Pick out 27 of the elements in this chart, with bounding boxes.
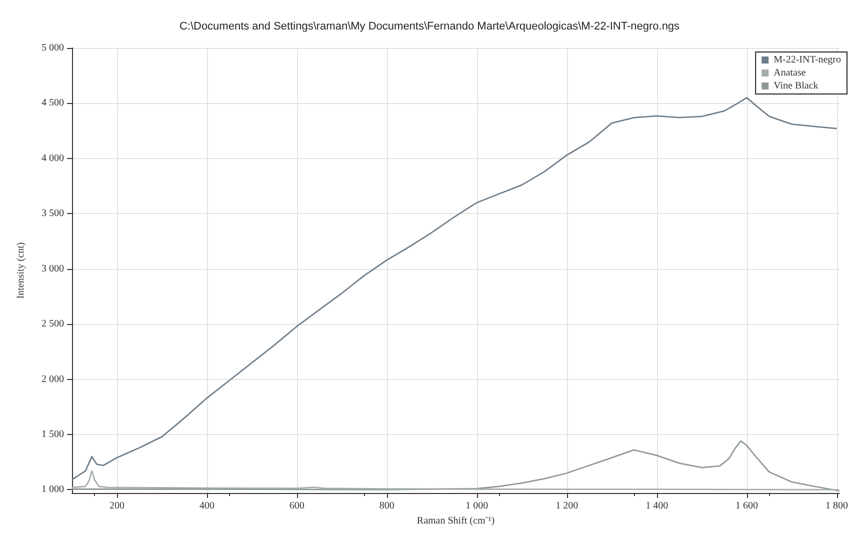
line-series [71,440,840,492]
chart-title: C:\Documents and Settings\raman\My Documents\Fernando Marte\Arqueologicas\M-22-INT-negro.ngs [179,20,680,32]
y-tick-label: 2 000 [42,374,64,385]
legend-label: M-22-INT-negro [774,54,842,66]
x-tick-label: 200 [109,500,124,512]
legend-label: Vine Black [774,80,818,92]
line-series [71,470,838,490]
y-tick-label: 4 500 [42,98,64,109]
x-tick-label: 1 000 [466,500,488,512]
x-axis-title: Raman Shift (cm⁻¹) [416,515,495,526]
x-tick-label: 1 800 [826,500,848,512]
legend-label: Anatase [774,68,806,78]
y-tick-label: 1 000 [42,484,64,496]
x-tick-label: 1 400 [646,500,668,512]
x-tick-label: 600 [289,500,304,512]
y-tick-label: 5 000 [42,42,64,54]
x-tick-label: 1 200 [556,500,578,512]
x-tick-label: 400 [199,500,214,512]
x-tick-label: 1 600 [736,500,758,512]
y-tick-label: 3 000 [42,263,64,274]
y-tick-label: 4 000 [42,152,64,164]
y-tick-label: 1 500 [42,428,64,440]
y-tick-label: 3 500 [42,208,64,220]
x-tick-label: 800 [379,500,394,512]
y-axis-title: Intensity (cnt) [16,242,26,299]
line-series [71,96,838,480]
y-tick-label: 2 500 [42,318,64,330]
